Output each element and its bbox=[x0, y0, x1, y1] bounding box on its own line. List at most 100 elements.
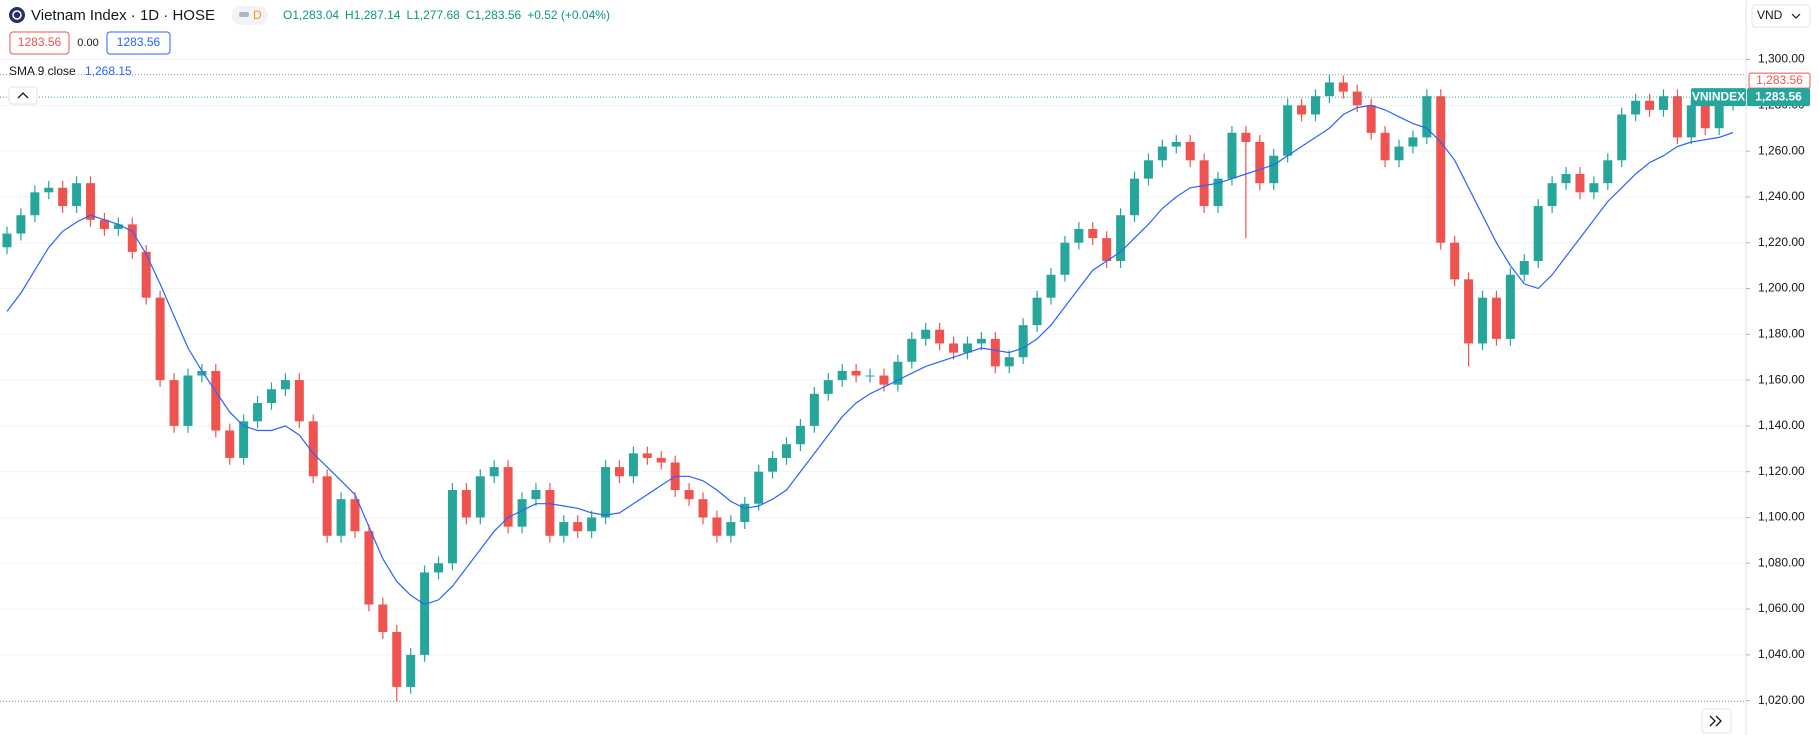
candle-body bbox=[865, 375, 875, 377]
candles bbox=[0, 74, 1746, 702]
candle-body bbox=[1631, 100, 1641, 115]
sell-price: 1283.56 bbox=[18, 35, 62, 49]
candle-body bbox=[322, 476, 332, 536]
spread: 0.00 bbox=[77, 37, 98, 49]
interval-badge-bg[interactable] bbox=[232, 6, 268, 25]
candle-body bbox=[280, 380, 290, 390]
candle-body bbox=[1672, 96, 1682, 138]
candle-body bbox=[447, 490, 457, 564]
candle-body bbox=[72, 183, 82, 207]
candle-body bbox=[239, 421, 249, 458]
candle-body bbox=[1505, 274, 1515, 339]
price-tag-green-bg bbox=[1747, 88, 1810, 107]
y-tick-label: 1,120.00 bbox=[1758, 464, 1805, 478]
candle-body bbox=[127, 224, 137, 252]
logo-mark bbox=[12, 10, 22, 20]
candle-body bbox=[601, 467, 611, 518]
candle-body bbox=[1700, 105, 1710, 129]
candle-body bbox=[1241, 132, 1251, 142]
candle-body bbox=[1269, 155, 1279, 184]
y-tick-label: 1,200.00 bbox=[1758, 281, 1805, 295]
symbol-tag: VNINDEX bbox=[1692, 89, 1745, 103]
candle-body bbox=[921, 329, 931, 339]
candle-body bbox=[698, 499, 708, 518]
candle-body bbox=[1046, 274, 1056, 298]
candle-body bbox=[1575, 174, 1585, 193]
candle-body bbox=[949, 343, 959, 353]
sell-box[interactable] bbox=[9, 31, 70, 55]
candle-body bbox=[837, 370, 847, 381]
candle-body bbox=[851, 370, 861, 376]
candle-body bbox=[1589, 183, 1599, 193]
candle-body bbox=[559, 522, 569, 536]
candle-body bbox=[434, 563, 444, 573]
candle-body bbox=[1116, 215, 1126, 262]
candle-body bbox=[1102, 238, 1112, 262]
chart-title: Vietnam Index · 1D · HOSE bbox=[31, 7, 215, 24]
candle-body bbox=[1408, 137, 1418, 147]
candle-body bbox=[406, 654, 416, 687]
y-tick-label: 1,100.00 bbox=[1758, 510, 1805, 524]
candle-body bbox=[392, 631, 402, 687]
candle-body bbox=[962, 343, 972, 353]
candle-body bbox=[726, 522, 736, 536]
candle-body bbox=[16, 215, 26, 234]
candle-body bbox=[1213, 178, 1223, 207]
candle-body bbox=[420, 572, 430, 655]
y-tick-label: 1,220.00 bbox=[1758, 235, 1805, 249]
candle-body bbox=[1366, 105, 1376, 133]
candle-body bbox=[1519, 261, 1529, 275]
candle-body bbox=[58, 187, 68, 207]
collapse-button[interactable] bbox=[8, 86, 38, 105]
y-tick-label: 1,300.00 bbox=[1758, 52, 1805, 66]
candle-body bbox=[587, 517, 597, 532]
candle-body bbox=[1310, 96, 1320, 115]
logo bbox=[9, 7, 25, 23]
candle-body bbox=[336, 499, 346, 536]
scroll-button[interactable] bbox=[1701, 708, 1732, 734]
candle-body bbox=[1297, 105, 1307, 115]
candle-body bbox=[545, 490, 555, 536]
candle-body bbox=[86, 183, 96, 220]
y-tick-label: 1,160.00 bbox=[1758, 372, 1805, 386]
candle-body bbox=[1283, 105, 1293, 156]
candle-body bbox=[573, 522, 583, 532]
buy-box[interactable] bbox=[106, 31, 171, 55]
candle-body bbox=[907, 338, 917, 362]
candle-body bbox=[684, 490, 694, 500]
candle-body bbox=[1130, 178, 1140, 216]
candle-body bbox=[1032, 297, 1042, 326]
y-tick-label: 1,180.00 bbox=[1758, 326, 1805, 340]
candle-body bbox=[1227, 132, 1237, 179]
candle-body bbox=[517, 499, 527, 527]
y-tick-label: 1,260.00 bbox=[1758, 143, 1805, 157]
y-tick-label: 1,080.00 bbox=[1758, 555, 1805, 569]
candle-body bbox=[1714, 98, 1724, 129]
candle-body bbox=[782, 444, 792, 458]
candle-body bbox=[879, 375, 889, 385]
candle-body bbox=[1547, 183, 1557, 207]
candle-body bbox=[1074, 228, 1084, 243]
candle-body bbox=[294, 380, 304, 422]
candle-body bbox=[935, 329, 945, 344]
candle-body bbox=[1338, 82, 1348, 92]
currency-select[interactable] bbox=[1751, 4, 1811, 28]
interval-badge: D bbox=[253, 8, 262, 22]
candle-body bbox=[44, 187, 54, 193]
collapse-icon bbox=[17, 92, 29, 99]
candle-body bbox=[197, 370, 207, 376]
candle-body bbox=[795, 425, 805, 445]
candle-body bbox=[225, 430, 235, 458]
candle-body bbox=[531, 490, 541, 500]
candle-body bbox=[1436, 96, 1446, 243]
candle-body bbox=[740, 503, 750, 523]
candle-body bbox=[1352, 91, 1362, 106]
candle-body bbox=[266, 389, 276, 403]
candle-body bbox=[503, 467, 513, 527]
candle-body bbox=[475, 476, 485, 518]
candle-body bbox=[141, 251, 151, 298]
candle-body bbox=[1199, 160, 1209, 207]
candle-body bbox=[1422, 96, 1432, 138]
candle-body bbox=[1060, 242, 1070, 275]
